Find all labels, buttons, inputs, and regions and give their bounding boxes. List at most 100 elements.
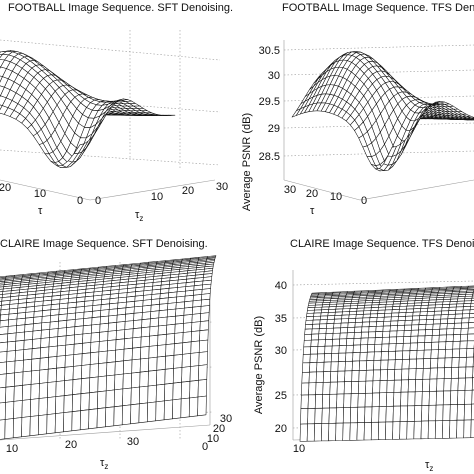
surface-cell <box>335 407 344 424</box>
surface-cell <box>300 408 309 425</box>
surface-cell <box>309 362 318 373</box>
surface-cell <box>116 307 127 316</box>
surface-cell <box>173 354 183 369</box>
surface-cell <box>382 325 391 332</box>
surface-cell <box>432 318 441 325</box>
surface-cell <box>470 302 474 307</box>
surface-cell <box>407 391 416 407</box>
surface-cell <box>404 315 413 321</box>
surface-cell <box>0 333 9 344</box>
surface-cell <box>166 315 176 326</box>
surface-cell <box>463 419 472 439</box>
surface-cell <box>303 333 312 341</box>
surface-cell <box>378 406 387 423</box>
surface-cell <box>364 392 373 408</box>
surface-cell <box>443 378 452 392</box>
surface-cell <box>24 317 35 325</box>
surface-cell <box>457 390 466 405</box>
surface-cell <box>392 405 401 423</box>
surface-cell <box>114 360 124 376</box>
surface-cell <box>357 393 366 408</box>
surface-cell <box>149 325 159 337</box>
surface-cell <box>141 311 152 320</box>
surface-cell <box>48 345 58 358</box>
surface-cell <box>331 338 340 347</box>
surface-cell <box>63 411 73 433</box>
surface-cell <box>163 399 174 421</box>
surface-cell <box>73 343 83 355</box>
surface-cell <box>55 367 66 382</box>
surface-cell <box>7 325 17 335</box>
surface-cell <box>166 323 176 335</box>
surface-cell <box>97 375 107 393</box>
surface-cell <box>83 311 93 319</box>
y-axis-label-claire-sft: τz <box>100 457 108 471</box>
surface-cell <box>389 325 398 332</box>
surface-cell <box>16 317 26 326</box>
surface-cell <box>470 419 474 438</box>
surface-cell <box>343 393 352 408</box>
surface-cell <box>363 310 372 315</box>
surface-cell <box>38 414 48 436</box>
surface-cell <box>384 312 393 318</box>
surface-cell <box>465 356 474 368</box>
surface-cell <box>353 331 362 339</box>
surface-cell <box>46 413 56 435</box>
surface-cell <box>72 378 82 395</box>
surface-cell <box>438 341 447 350</box>
surface-cell <box>361 326 370 333</box>
gridline <box>0 39 221 61</box>
tick-label-side: 0 <box>202 441 208 453</box>
surface-cell <box>439 328 448 336</box>
surface-cell <box>174 315 185 325</box>
surface-cell <box>314 407 323 424</box>
surface-cell <box>40 337 50 349</box>
surface-cell <box>339 332 348 340</box>
surface-cell <box>80 392 90 411</box>
surface-cell <box>428 404 437 422</box>
surface-cell <box>350 393 359 408</box>
surface-cell <box>148 356 158 372</box>
surface-cell <box>190 352 200 367</box>
axis-line <box>359 179 474 201</box>
surface-cell <box>174 332 184 344</box>
surface-cell <box>426 311 435 316</box>
surface-cell <box>71 393 82 412</box>
tick-label-x: 0 <box>77 195 83 207</box>
surface-cell <box>91 316 101 326</box>
surface-cell <box>24 323 34 333</box>
surface-cell <box>116 313 126 323</box>
surface-cell <box>468 317 474 323</box>
surface-cell <box>344 370 353 382</box>
surface-cell <box>140 335 150 348</box>
gridline <box>0 149 221 166</box>
surface-cell <box>89 376 99 394</box>
surface-cell <box>438 334 447 343</box>
panel-football-sft: FOOTBALL Image Sequence. SFT Denoising. … <box>0 2 233 223</box>
surface-cell <box>333 322 342 329</box>
surface-cell <box>311 333 320 341</box>
surface-cell <box>56 355 66 369</box>
surface-cell <box>47 356 58 370</box>
surface-cell <box>308 382 317 396</box>
surface-cell <box>397 316 406 322</box>
surface-cell <box>32 322 43 332</box>
surface-cell <box>73 353 83 367</box>
chart-title-claire-tfs: CLAIRE Image Sequence. TFS Denoising. <box>290 238 474 250</box>
surface-cell <box>91 323 101 334</box>
surface-cell <box>337 370 346 383</box>
surface-cell <box>58 307 68 315</box>
surface-cell <box>83 317 93 327</box>
surface-cell <box>412 308 422 313</box>
surface-cell <box>192 306 202 315</box>
surface-cell <box>182 331 192 344</box>
surface-cell <box>46 396 57 415</box>
surface-cell <box>115 329 126 340</box>
surface-cell <box>462 309 471 315</box>
surface-cell <box>174 323 184 334</box>
surface-cell <box>15 340 25 351</box>
surface-cell <box>350 406 359 424</box>
surface-cell <box>360 337 369 346</box>
surface-cell <box>317 345 326 355</box>
surface-cell <box>182 341 192 355</box>
